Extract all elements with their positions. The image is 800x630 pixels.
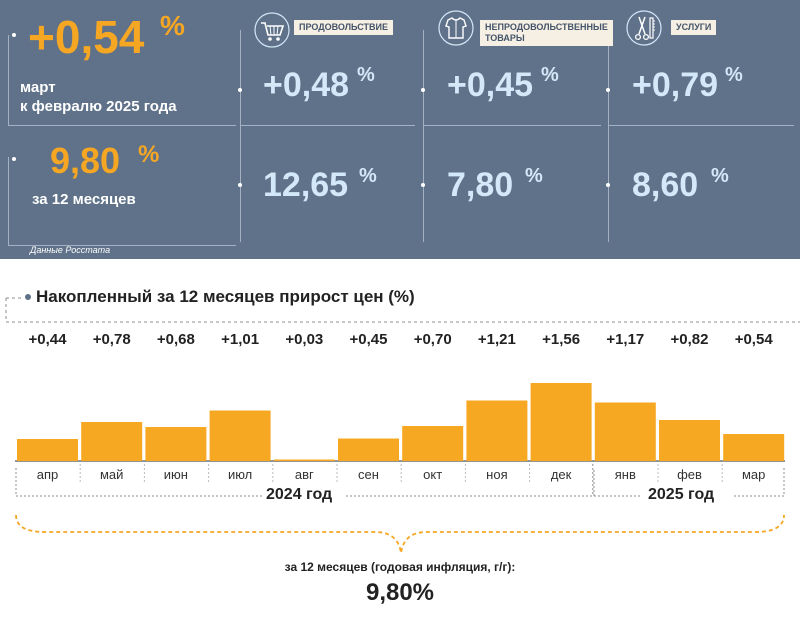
data-label-дек: +1,56: [542, 331, 581, 348]
x-tick-янв: янв: [614, 467, 636, 482]
data-source: Данные Росстата: [30, 245, 111, 255]
food-annual-unit: %: [359, 165, 377, 187]
nonfood-annual-value: 7,80: [447, 166, 514, 204]
annual-inflation-desc: за 12 месяцев: [32, 191, 136, 208]
chart-title: Накопленный за 12 месяцев прирост цен (%…: [36, 287, 415, 306]
bar-ноя: [466, 400, 528, 461]
category-label-food: ПРОДОВОЛЬСТВИЕ: [294, 20, 394, 35]
title-bracket: [5, 298, 800, 323]
panel-divider: [240, 125, 415, 126]
annual-inflation-value: 9,80: [50, 140, 121, 181]
monthly-inflation-unit: %: [160, 10, 185, 41]
annual-inflation-caption: за 12 месяцев (годовая инфляция, г/г):: [284, 560, 516, 574]
bar-апр: [17, 439, 78, 461]
bar-фев: [659, 420, 720, 461]
summary-panel: +0,54 % март к февралю 2025 года 9,80 % …: [0, 0, 800, 259]
bullet-dot: [238, 183, 242, 187]
x-tick-фев: фев: [677, 467, 702, 482]
panel-divider: [8, 157, 9, 245]
bullet-dot: [606, 183, 610, 187]
clothing-icon: [438, 10, 474, 46]
category-label-services: УСЛУГИ: [671, 20, 717, 35]
bullet-dot: [12, 33, 16, 37]
services-annual-value: 8,60: [632, 166, 699, 204]
x-tick-апр: апр: [36, 467, 59, 482]
bar-дек: [530, 383, 592, 461]
bullet-dot: [421, 183, 425, 187]
scissors-comb-icon: [626, 10, 662, 46]
annual-inflation-unit: %: [138, 141, 160, 168]
food-annual-value: 12,65: [263, 166, 349, 204]
panel-divider: [8, 125, 236, 126]
panel-divider: [608, 30, 609, 242]
nonfood-monthly-unit: %: [541, 64, 559, 86]
x-tick-дек: дек: [550, 467, 572, 482]
year-bracket-2024: [15, 468, 262, 497]
panel-divider: [608, 125, 794, 126]
panel-divider: [8, 245, 236, 246]
data-label-окт: +0,70: [413, 331, 452, 348]
services-monthly-unit: %: [725, 64, 743, 86]
monthly-inflation-desc-line2: к февралю 2025 года: [20, 98, 177, 115]
bullet-dot: [421, 88, 425, 92]
panel-divider: [240, 30, 241, 242]
x-tick-июн: июн: [163, 467, 188, 482]
monthly-inflation-desc-line1: март: [20, 79, 56, 96]
annual-brace: [15, 514, 785, 554]
title-bullet: [25, 294, 31, 300]
x-tick-сен: сен: [358, 467, 379, 482]
annual-inflation-total: 9,80%: [365, 579, 435, 606]
bar-янв: [594, 402, 656, 461]
x-tick-май: май: [99, 467, 124, 482]
bar-окт: [402, 426, 464, 461]
x-tick-мар: мар: [741, 467, 766, 482]
year-label-2025: 2025 год: [648, 486, 715, 503]
data-label-июл: +1,01: [221, 331, 260, 348]
shopping-cart-icon: [254, 12, 290, 48]
food-monthly-value: +0,48: [263, 66, 350, 104]
panel-divider: [423, 125, 601, 126]
bar-июл: [209, 410, 271, 461]
bar-июн: [145, 427, 207, 461]
bar-авг: [273, 459, 335, 461]
bar-сен: [338, 438, 399, 461]
category-label-nonfood-line2: ТОВАРЫ: [485, 33, 525, 43]
data-label-сен: +0,45: [349, 331, 388, 348]
year-label-2024: 2024 год: [266, 486, 333, 503]
services-annual-unit: %: [711, 165, 729, 187]
bar-май: [81, 422, 143, 461]
data-label-ноя: +1,21: [477, 331, 516, 348]
x-tick-июл: июл: [227, 467, 253, 482]
x-tick-авг: авг: [294, 467, 314, 482]
nonfood-annual-unit: %: [525, 165, 543, 187]
bullet-dot: [12, 157, 16, 161]
x-tick-ноя: ноя: [486, 467, 508, 482]
category-label-nonfood: НЕПРОДОВОЛЬСТВЕННЫЕ ТОВАРЫ: [480, 20, 613, 46]
bullet-dot: [238, 88, 242, 92]
bullet-dot: [606, 88, 610, 92]
data-label-апр: +0,44: [28, 331, 67, 348]
data-label-фев: +0,82: [670, 331, 709, 348]
data-label-июн: +0,68: [156, 331, 195, 348]
data-label-янв: +1,17: [606, 331, 645, 348]
monthly-inflation-value: +0,54: [28, 11, 145, 63]
nonfood-monthly-value: +0,45: [447, 66, 534, 104]
year-bracket-2025: [734, 468, 785, 497]
panel-divider: [423, 30, 424, 242]
panel-divider: [8, 35, 9, 125]
bar-мар: [723, 434, 785, 461]
services-monthly-value: +0,79: [632, 66, 719, 104]
data-label-авг: +0,03: [285, 331, 324, 348]
x-tick-окт: окт: [423, 467, 443, 482]
category-label-nonfood-line1: НЕПРОДОВОЛЬСТВЕННЫЕ: [485, 22, 608, 32]
food-monthly-unit: %: [357, 64, 375, 86]
data-label-мар: +0,54: [734, 331, 773, 348]
data-label-май: +0,78: [92, 331, 131, 348]
